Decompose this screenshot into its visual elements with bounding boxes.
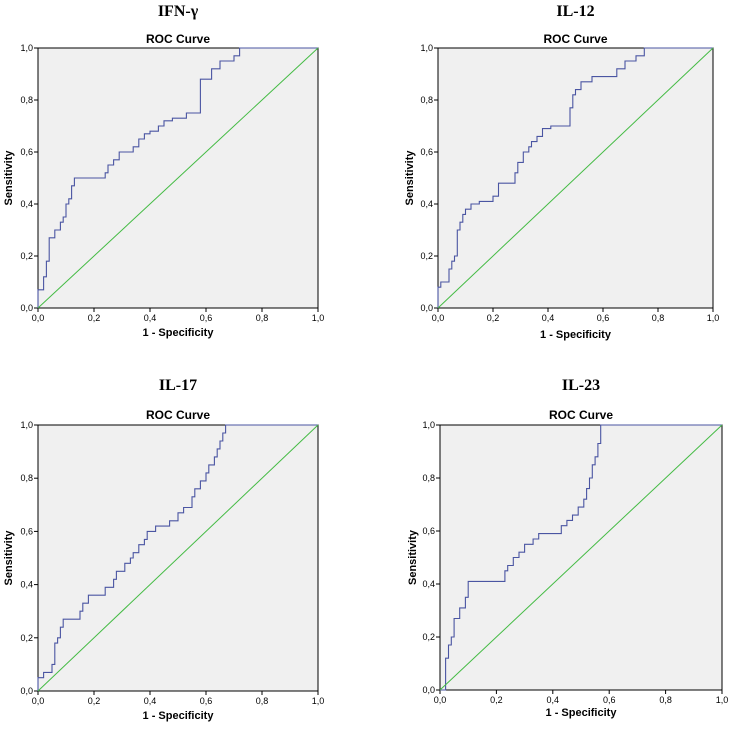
x-tick-label: 0,2 [88, 313, 101, 323]
x-tick-label: 0,8 [652, 313, 665, 323]
y-tick-label: 1,0 [420, 43, 433, 53]
x-tick-label: 1,0 [707, 313, 720, 323]
panel-title: IL-17 [159, 377, 197, 394]
x-tick-label: 0,2 [88, 696, 101, 706]
x-tick-label: 0,2 [490, 695, 503, 705]
x-tick-label: 0,6 [603, 695, 616, 705]
panel-title: IL-12 [556, 3, 594, 20]
y-tick-label: 0,2 [420, 251, 433, 261]
x-tick-label: 1,0 [716, 695, 729, 705]
x-tick-label: 0,4 [144, 313, 157, 323]
x-tick-label: 0,8 [659, 695, 672, 705]
x-tick-label: 0,0 [434, 695, 447, 705]
reference-line [37, 47, 319, 309]
x-tick-label: 0,4 [144, 696, 157, 706]
roc-curve [440, 424, 722, 691]
x-tick-label: 0,4 [542, 313, 555, 323]
y-tick-label: 0,6 [20, 147, 33, 157]
y-axis-label: Sensitivity [407, 529, 419, 585]
roc-curve [37, 47, 318, 308]
reference-line [439, 424, 723, 691]
roc-panel: IL-23 ROC Curve 0,00,0 0,2 0,2 0,4 0,4 0,6 0,6 0,… [407, 377, 728, 719]
panel-title: IL-23 [562, 377, 600, 394]
x-tick-label: 0,6 [597, 313, 610, 323]
y-tick-label: 0,8 [20, 95, 33, 105]
y-tick-label: 0,2 [20, 633, 33, 643]
x-axis-label: 1 - Specificity [143, 327, 215, 339]
y-tick-label: 0,4 [20, 199, 33, 209]
x-tick-label: 0,6 [200, 313, 213, 323]
x-tick-label: 0,8 [256, 696, 269, 706]
y-tick-label: 0,2 [422, 632, 435, 642]
y-tick-label: 0,8 [422, 473, 435, 483]
y-tick-label: 1,0 [20, 43, 33, 53]
roc-curve [37, 424, 318, 691]
x-tick-label: 0,2 [487, 313, 500, 323]
x-axis-label: 1 - Specificity [143, 710, 215, 722]
y-tick-label: 0,6 [20, 526, 33, 536]
y-tick-label: 0,0 [422, 685, 435, 695]
x-tick-label: 0,0 [432, 313, 445, 323]
y-tick-label: 0,6 [422, 526, 435, 536]
y-tick-label: 0,8 [420, 95, 433, 105]
x-tick-label: 0,8 [256, 313, 269, 323]
y-tick-label: 0,0 [20, 686, 33, 696]
x-tick-label: 1,0 [312, 696, 325, 706]
chart-title: ROC Curve [549, 408, 613, 422]
y-tick-label: 0,8 [20, 473, 33, 483]
y-axis-label: Sensitivity [404, 150, 416, 206]
roc-curve [437, 47, 713, 308]
x-tick-label: 0,0 [32, 313, 45, 323]
reference-line [37, 424, 319, 692]
panel-title: IFN-γ [158, 3, 199, 20]
y-axis-label: Sensitivity [3, 530, 15, 586]
roc-panel: IFN-γ ROC Curve 0,00,0 0,2 0,2 0,4 0,4 0,6 0,6 0,… [3, 3, 324, 339]
y-tick-label: 0,0 [20, 303, 33, 313]
x-axis-label: 1 - Specificity [540, 329, 612, 341]
y-tick-label: 0,4 [422, 579, 435, 589]
y-tick-label: 0,0 [420, 303, 433, 313]
y-tick-label: 1,0 [422, 420, 435, 430]
x-axis-label: 1 - Specificity [546, 707, 618, 719]
roc-panel: IL-17 ROC Curve 0,00,0 0,2 0,2 0,4 0,4 0,6 0,6 0,… [3, 377, 324, 722]
y-tick-label: 0,6 [420, 147, 433, 157]
x-tick-label: 0,0 [32, 696, 45, 706]
chart-title: ROC Curve [543, 32, 607, 46]
chart-title: ROC Curve [146, 32, 210, 46]
x-tick-label: 1,0 [312, 313, 325, 323]
y-tick-label: 0,4 [20, 580, 33, 590]
roc-panel: IL-12 ROC Curve 0,00,0 0,2 0,2 0,4 0,4 0,6 0,6 0,… [404, 3, 719, 341]
chart-title: ROC Curve [146, 408, 210, 422]
x-tick-label: 0,6 [200, 696, 213, 706]
y-tick-label: 1,0 [20, 420, 33, 430]
y-axis-label: Sensitivity [3, 150, 15, 206]
reference-line [437, 47, 714, 309]
x-tick-label: 0,4 [547, 695, 560, 705]
y-tick-label: 0,4 [420, 199, 433, 209]
y-tick-label: 0,2 [20, 251, 33, 261]
